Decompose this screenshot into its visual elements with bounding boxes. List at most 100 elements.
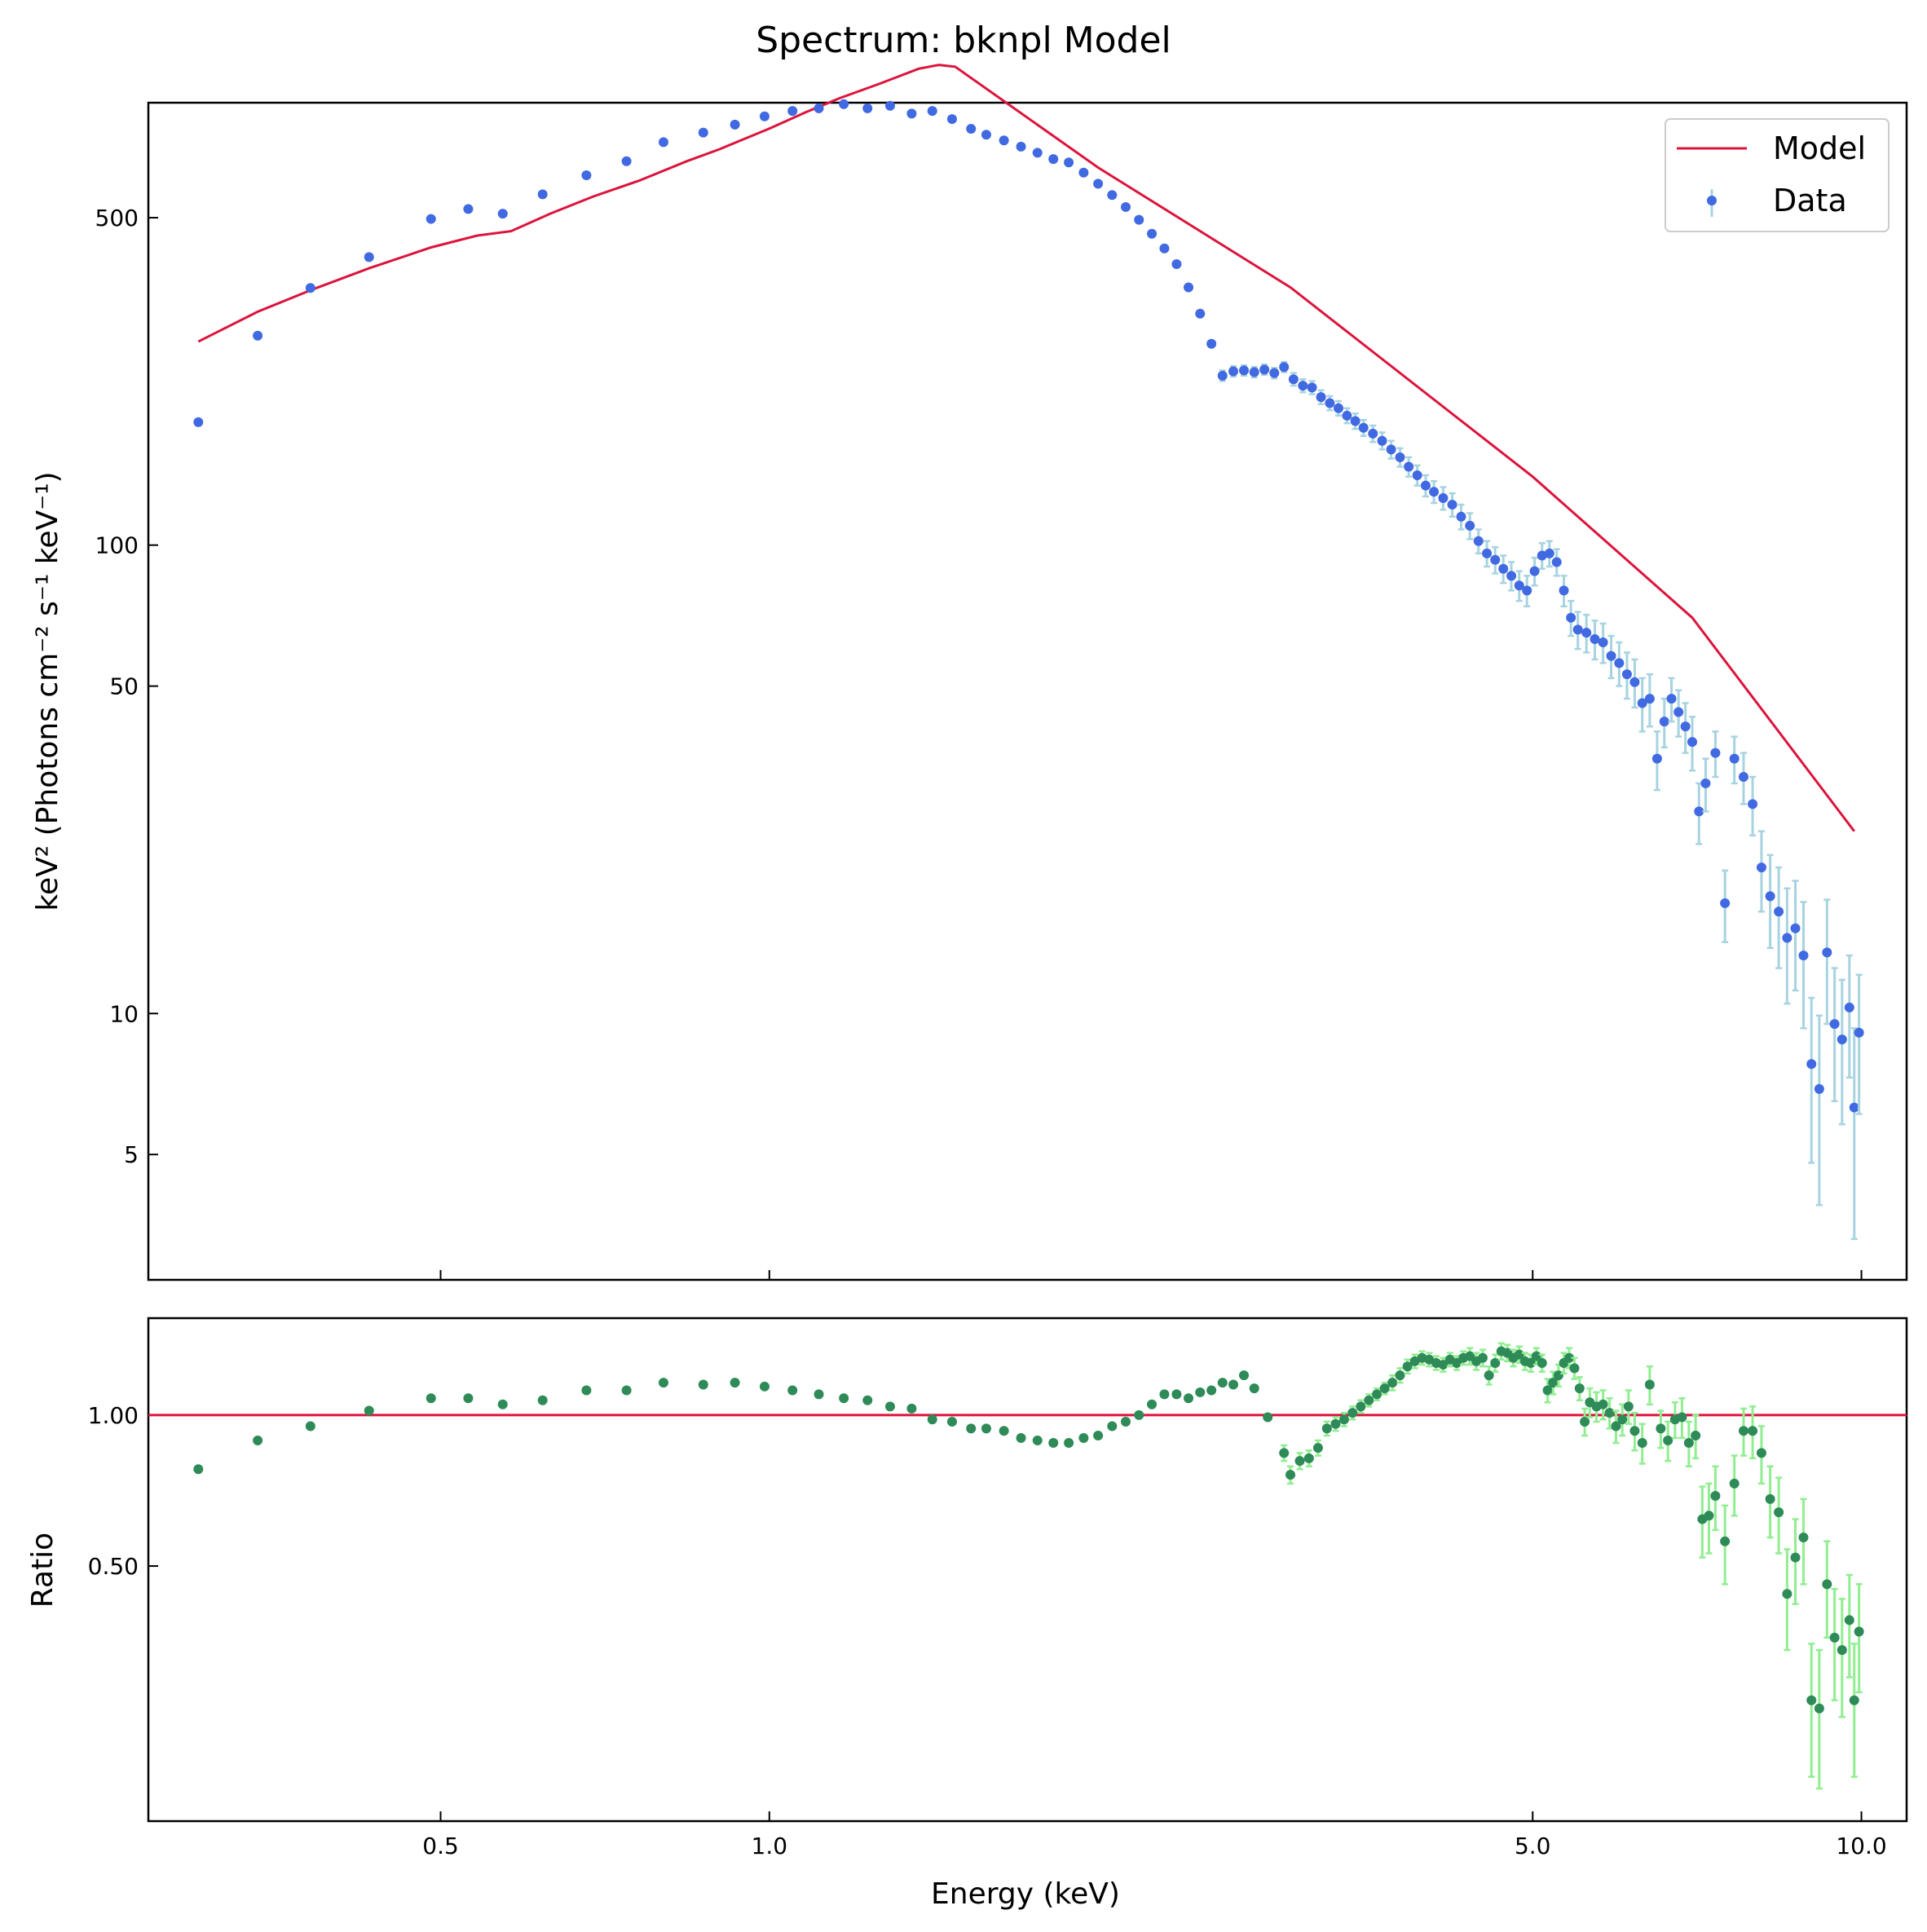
data-point [1666, 694, 1677, 704]
ratio-point [1249, 1383, 1259, 1394]
data-point [193, 417, 204, 427]
spectrum-panel: keV² (Photons cm⁻² s⁻¹ keV⁻¹) 5 10 50 100 50… [31, 64, 1908, 1281]
ratio-point [1844, 1615, 1854, 1625]
chart-title: Spectrum: bknpl Model [756, 20, 1171, 61]
data-point [1673, 707, 1684, 717]
ratio-point [1239, 1370, 1250, 1381]
ratio-point [1294, 1456, 1305, 1467]
legend: Model Data [1665, 118, 1890, 232]
legend-data-marker-icon [1707, 196, 1717, 205]
ratio-point [1372, 1389, 1382, 1400]
ratio-point [1347, 1408, 1358, 1418]
data-point [1782, 933, 1793, 943]
ratio-point [1134, 1409, 1144, 1420]
ratio-y-tick-label: 1.00 [88, 1402, 139, 1429]
data-point [497, 209, 508, 219]
ratio-panel: Ratio Energy (keV) 0.50 1.00 0.5 1.0 5.0 10.0 [26, 1317, 1908, 1911]
ratio-point [1452, 1357, 1462, 1368]
data-point [946, 114, 957, 125]
data-point [814, 103, 824, 113]
ratio-point [1574, 1383, 1585, 1394]
data-point [1078, 167, 1089, 178]
data-point [1756, 862, 1766, 873]
data-point [1829, 1019, 1840, 1030]
ratio-point [1656, 1423, 1666, 1434]
data-point [1814, 1083, 1824, 1094]
ratio-point [1637, 1437, 1647, 1448]
data-point [305, 283, 315, 293]
data-point [1249, 367, 1259, 377]
ratio-point [759, 1381, 769, 1392]
data-point [1325, 398, 1335, 408]
ratio-point [1379, 1383, 1390, 1394]
ratio-point [906, 1403, 917, 1414]
data-point [364, 252, 374, 262]
data-point [1822, 947, 1832, 958]
data-point [1134, 214, 1144, 225]
data-point [1806, 1059, 1817, 1070]
data-point [981, 130, 991, 140]
ratio-y-axis-label: Ratio [26, 1533, 60, 1608]
ratio-point [1849, 1695, 1859, 1705]
legend-model-label: Model [1773, 130, 1866, 166]
x-tick-label: 10.0 [1836, 1833, 1886, 1859]
x-tick-label: 0.5 [422, 1833, 459, 1859]
data-point [1798, 951, 1809, 961]
ratio-point [884, 1401, 895, 1412]
data-point [1551, 557, 1562, 567]
ratio-point [193, 1464, 204, 1475]
ratio-point [1720, 1536, 1731, 1546]
data-point [1048, 154, 1059, 165]
data-point [1590, 633, 1600, 644]
ratio-point [1774, 1507, 1784, 1518]
data-point [1765, 891, 1775, 902]
ratio-point [1263, 1412, 1273, 1423]
data-point [1395, 452, 1405, 462]
ratio-y-tick-label: 0.50 [88, 1553, 139, 1580]
data-point [1456, 511, 1466, 522]
ratio-point [1704, 1511, 1714, 1521]
ratio-point [1854, 1626, 1864, 1637]
x-tick-label: 5.0 [1515, 1833, 1551, 1859]
ratio-point [1195, 1387, 1206, 1397]
ratio-point [1159, 1389, 1170, 1400]
ratio-point [537, 1395, 548, 1405]
data-point [1316, 392, 1326, 403]
ratio-point [1629, 1426, 1640, 1436]
ratio-point [1032, 1435, 1043, 1445]
ratio-point [1228, 1379, 1239, 1390]
ratio-point [497, 1399, 508, 1409]
ratio-point [1814, 1703, 1824, 1714]
data-point [1700, 778, 1711, 788]
data-point [927, 106, 937, 117]
data-point [1206, 338, 1217, 349]
ratio-point [927, 1414, 937, 1425]
data-point [1849, 1102, 1859, 1113]
data-point [1629, 677, 1640, 687]
x-axis-label: Energy (keV) [931, 1877, 1120, 1911]
ratio-point [1279, 1448, 1290, 1458]
data-point [698, 127, 708, 138]
ratio-point [1312, 1443, 1323, 1453]
ratio-point [999, 1426, 1009, 1436]
data-point [1159, 243, 1170, 254]
ratio-point [1514, 1349, 1524, 1360]
data-point [1544, 548, 1554, 558]
data-point [884, 100, 895, 111]
data-point [1093, 179, 1104, 189]
ratio-point [1356, 1401, 1366, 1412]
ratio-point [305, 1421, 315, 1431]
data-point [1307, 382, 1317, 393]
data-point [1358, 422, 1369, 433]
data-point [1064, 157, 1074, 168]
ratio-point [1782, 1589, 1793, 1599]
ratio-point [1738, 1426, 1748, 1436]
ratio-point [581, 1385, 592, 1396]
ratio-point [426, 1393, 436, 1404]
data-point [1748, 799, 1758, 809]
ratio-point [1093, 1431, 1104, 1441]
data-point [1473, 536, 1484, 546]
data-point [1438, 493, 1449, 504]
data-point [1288, 374, 1299, 385]
